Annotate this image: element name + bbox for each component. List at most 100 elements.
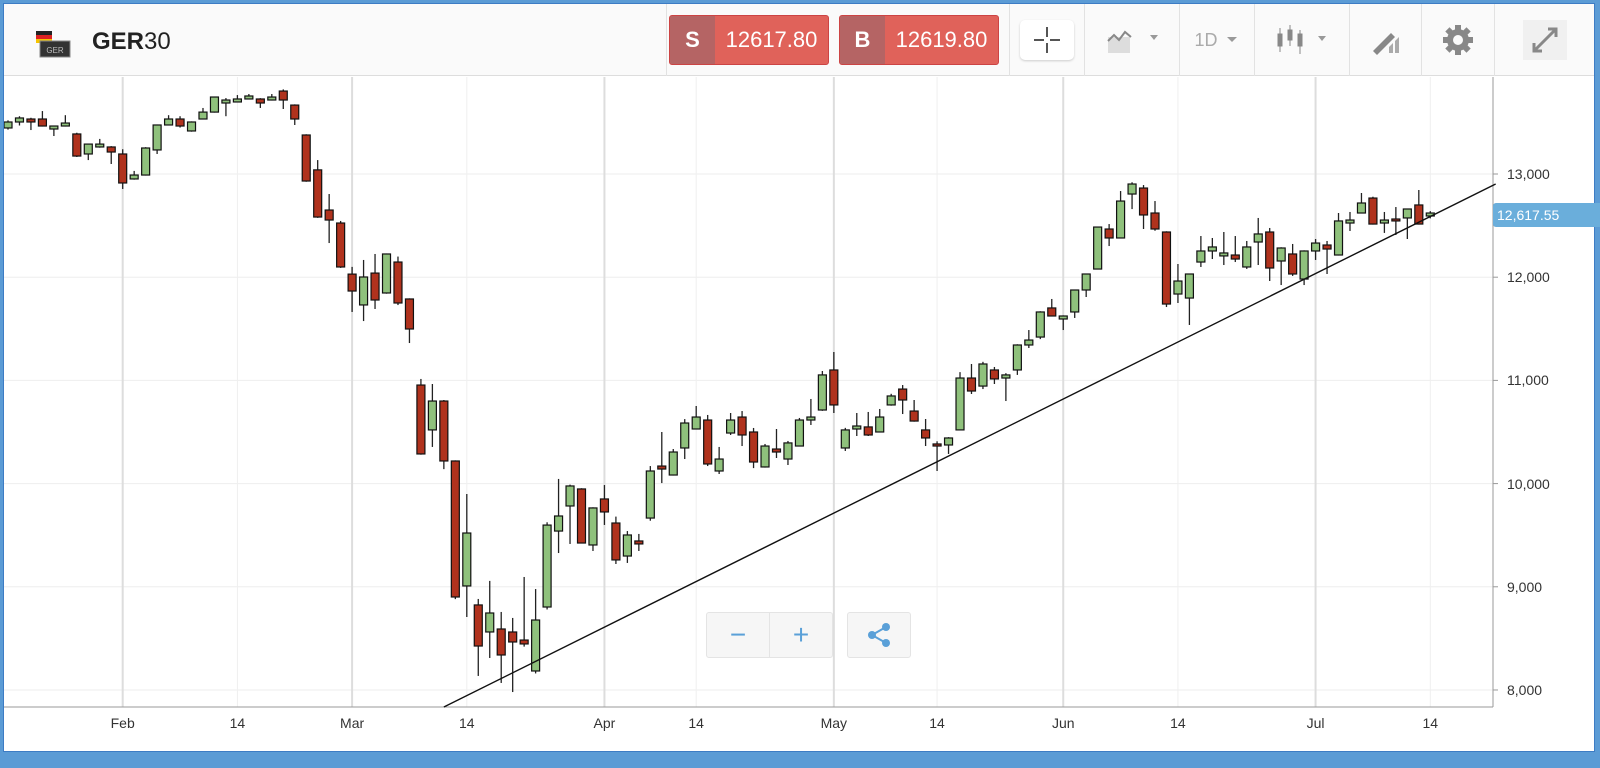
candle-up (840, 429, 850, 449)
settings-button[interactable] (1421, 4, 1494, 76)
candle-down (324, 209, 334, 221)
candle-down (290, 104, 300, 120)
candle-up (817, 374, 827, 411)
candle-down (1138, 187, 1149, 216)
candle-up (588, 507, 598, 546)
candle-up (542, 524, 552, 608)
x-tick-label: 14 (229, 715, 246, 731)
current-price-tag: 12,617.55 (1493, 203, 1600, 227)
candle-up (726, 419, 736, 434)
x-tick-label: Jul (1306, 715, 1325, 731)
timeframe-label: 1D (1194, 29, 1218, 50)
candle-up (462, 532, 472, 587)
candle-up (1207, 246, 1217, 252)
candle-up (783, 442, 793, 460)
candle-up (1219, 252, 1229, 257)
price-chart[interactable]: 13,000 12,000 11,000 10,000 9,000 8,000 Feb 14… (3, 77, 1600, 753)
candle-down (37, 118, 48, 127)
candle-down (370, 272, 380, 301)
candle-up (622, 534, 632, 557)
germany-flag-icon: GER (36, 31, 71, 58)
y-tick-label: 13,000 (1507, 166, 1550, 182)
buy-button[interactable]: B 12619.80 (839, 15, 999, 65)
symbol-rest: 30 (144, 28, 171, 55)
share-button[interactable] (847, 612, 911, 658)
candle-up (1184, 273, 1195, 299)
candle-up (1127, 183, 1137, 195)
candle-up (691, 416, 701, 430)
fullscreen-button[interactable] (1494, 4, 1594, 76)
candle-up (1276, 247, 1286, 262)
candle-down (829, 369, 839, 406)
candle-up (198, 111, 208, 120)
candle-up (186, 121, 197, 132)
chart-type-dropdown[interactable] (1084, 4, 1179, 76)
candle-down (278, 90, 288, 101)
candle-up (152, 124, 162, 151)
candle-up (852, 425, 862, 430)
candle-down (920, 429, 931, 439)
candle-down (26, 118, 36, 123)
chevron-down-icon (1226, 37, 1237, 42)
candle-up (1024, 339, 1034, 346)
candle-down (473, 604, 483, 647)
candle-down (599, 498, 610, 513)
candle-up (49, 125, 59, 130)
candle-down (1391, 218, 1401, 222)
x-tick-label: Jun (1051, 715, 1075, 731)
candle-down (1047, 307, 1057, 317)
candle-up (141, 147, 151, 176)
candle-up (1310, 242, 1321, 252)
candle-down (393, 261, 403, 304)
candle-up (221, 99, 231, 104)
candle-up (381, 253, 392, 294)
candle-down (657, 465, 667, 470)
candle-up (1242, 246, 1252, 268)
y-tick-label: 10,000 (1507, 475, 1550, 492)
candle-down (1104, 228, 1114, 239)
buy-key: B (840, 16, 885, 64)
x-tick-label: Apr (593, 715, 616, 731)
candle-up (760, 445, 770, 468)
sell-button[interactable]: S 12617.80 (669, 15, 829, 65)
candle-down (909, 410, 919, 422)
candle-down (1288, 253, 1298, 275)
candle-down (703, 419, 713, 465)
candlestick-plot[interactable] (3, 77, 1594, 753)
candle-up (1012, 344, 1022, 371)
crosshair-icon (1034, 27, 1060, 53)
x-tick-label: 14 (688, 715, 704, 731)
gear-icon (1443, 25, 1473, 55)
zoom-in-button[interactable]: + (769, 612, 833, 658)
candle-up (60, 122, 70, 127)
symbol-title: GER30 (92, 28, 171, 56)
candle-down (989, 369, 1000, 380)
candle-up (485, 612, 495, 633)
sell-price: 12617.80 (725, 27, 818, 52)
zoom-out-button[interactable]: − (706, 612, 770, 658)
candle-down (496, 628, 506, 656)
candle-up (978, 363, 988, 387)
candle-up (3, 121, 13, 129)
x-tick-label: Feb (110, 715, 135, 731)
candle-down (301, 134, 311, 182)
trendline (443, 183, 1496, 708)
candle-up (267, 96, 277, 101)
candle-down (118, 153, 128, 184)
drawing-tools-button[interactable] (1349, 4, 1421, 76)
candle-down (1150, 212, 1160, 230)
candle-style-dropdown[interactable] (1254, 4, 1349, 76)
candle-up (95, 143, 105, 148)
candle-up (129, 174, 139, 180)
candle-up (794, 419, 805, 447)
candle-up (565, 485, 575, 507)
crosshair-button[interactable] (1009, 4, 1084, 76)
candle-down (450, 460, 460, 598)
candle-down (439, 400, 449, 462)
candle-down (336, 222, 346, 268)
drawing-tool-icon (1372, 33, 1399, 55)
candle-up (680, 422, 690, 449)
candle-down (1230, 254, 1240, 260)
timeframe-dropdown[interactable]: 1D (1179, 4, 1254, 76)
candle-up (955, 377, 965, 431)
